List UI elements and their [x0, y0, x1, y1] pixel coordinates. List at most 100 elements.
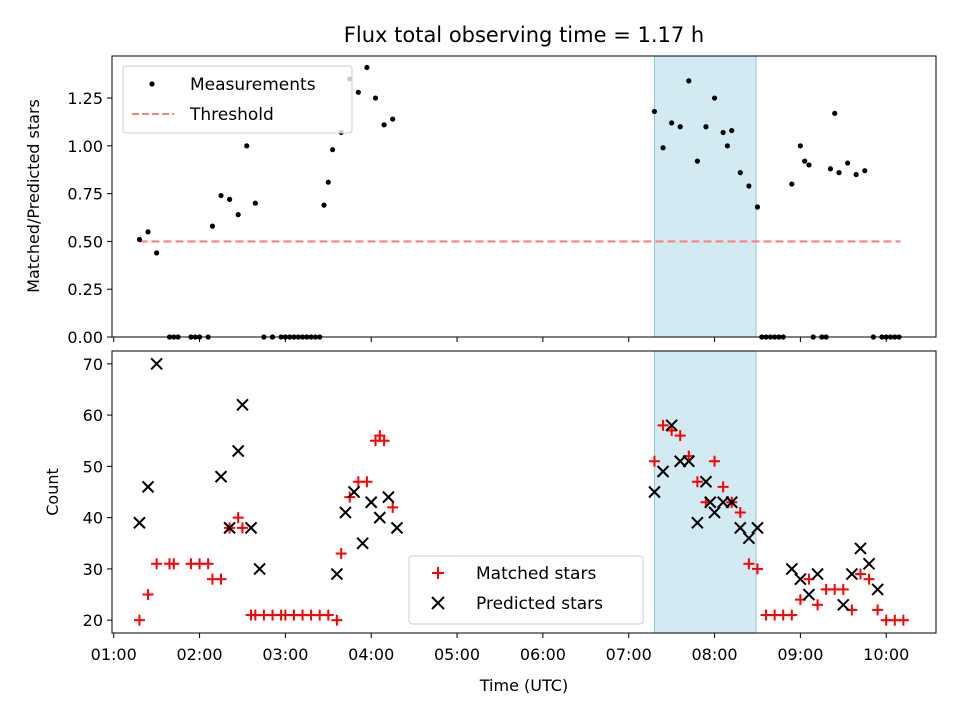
predicted-star-point	[862, 557, 876, 570]
predicted-star-point	[648, 485, 661, 499]
matched-star-point	[743, 558, 755, 570]
x-tick-label: 06:00	[520, 645, 566, 664]
matched-star-point	[854, 568, 866, 580]
predicted-star-point	[382, 490, 395, 504]
predicted-star-point	[656, 465, 670, 478]
count-x-ticks: 01:00 02:00 03:00 04:00 05:00 06:00 07:00 08:00…	[91, 633, 909, 664]
matched-legend-marker	[432, 567, 444, 579]
predicted-star-point	[785, 562, 799, 576]
matched-star-point	[863, 573, 875, 585]
predicted-marker-b	[704, 496, 717, 509]
predicted-star-point	[150, 357, 163, 371]
measurement-point	[244, 143, 250, 149]
predicted-marker-b	[837, 598, 850, 612]
measurement-point	[145, 229, 151, 235]
y-tick-label: 40	[83, 509, 103, 528]
matched-star-point	[378, 435, 390, 447]
matched-star-point	[751, 563, 763, 575]
matched-legend-label: Matched stars	[476, 564, 596, 584]
highlight-span	[653, 350, 757, 634]
matched-star-point	[717, 481, 729, 493]
predicted-marker-b	[725, 496, 738, 509]
y-tick-label: 70	[83, 355, 103, 374]
measurement-point	[686, 78, 692, 84]
predicted-marker-b	[871, 583, 884, 596]
measurement-point	[746, 183, 752, 189]
ratio-legend-frame	[122, 65, 353, 134]
predicted-star-point	[734, 521, 747, 535]
measurement-point	[720, 129, 726, 136]
matched-star-point	[322, 609, 334, 621]
predicted-marker-b	[253, 562, 266, 576]
measurements-legend-marker	[149, 81, 155, 87]
chart-title: Flux total observing time = 1.17 h	[344, 23, 704, 47]
measurement-point	[724, 143, 731, 149]
matched-star-point	[872, 604, 884, 616]
predicted-marker-b	[682, 455, 696, 468]
y-tick-label: 1.00	[67, 137, 103, 156]
predicted-marker-b	[742, 531, 756, 545]
predicted-star-point	[682, 455, 696, 468]
x-tick-label: 03:00	[262, 645, 308, 664]
count-y-ticks: 20 30 40 50 60 70	[83, 355, 112, 630]
matched-star-point	[133, 614, 145, 626]
y-tick-label: 50	[83, 457, 103, 476]
predicted-marker-b	[794, 572, 807, 586]
x-tick-label: 10:00	[863, 645, 909, 664]
matched-star-point	[142, 589, 154, 601]
predicted-marker-b	[785, 562, 799, 576]
matched-star-point	[215, 573, 227, 585]
predicted-star-point	[725, 496, 738, 509]
predicted-star-point	[837, 598, 850, 612]
predicted-legend-label: Predicted stars	[476, 594, 603, 614]
predicted-star-point	[356, 537, 369, 550]
measurement-point	[862, 168, 868, 174]
measurement-point	[754, 204, 761, 210]
measurement-point	[737, 170, 743, 176]
measurement-point	[329, 147, 336, 153]
predicted-marker-b	[845, 567, 859, 581]
measurement-point	[372, 95, 379, 101]
matched-star-point	[335, 548, 347, 560]
predicted-marker-b	[665, 419, 678, 432]
measurement-point	[252, 200, 258, 206]
measurement-point	[321, 202, 327, 208]
predicted-star-point	[802, 588, 816, 601]
measurement-point	[209, 223, 216, 229]
y-tick-label: 30	[83, 560, 103, 579]
matched-star-point	[236, 522, 248, 534]
predicted-marker-b	[365, 496, 378, 509]
predicted-star-point	[141, 480, 155, 494]
y-tick-label: 0.75	[67, 185, 103, 204]
measurement-point	[711, 95, 718, 101]
x-tick-label: 01:00	[91, 645, 137, 664]
predicted-star-point	[133, 516, 146, 529]
x-tick-label: 08:00	[691, 645, 737, 664]
predicted-marker-b	[373, 511, 387, 524]
matched-star-point	[734, 507, 746, 519]
predicted-marker-b	[390, 521, 404, 535]
ratio-x-ticks	[113, 337, 887, 342]
count-panel: Count Time (UTC) 20 30 40 50 60 70 01:00 02:00…	[43, 350, 937, 695]
ratio-plot-area	[136, 55, 902, 340]
measurement-point	[364, 64, 370, 71]
x-tick-label: 02:00	[176, 645, 222, 664]
predicted-marker-b	[244, 521, 258, 535]
measurement-point	[390, 116, 396, 122]
predicted-marker-b	[356, 537, 369, 550]
x-tick-label: 07:00	[606, 645, 652, 664]
count-y-axis-label: Count	[43, 468, 62, 516]
predicted-star-point	[373, 511, 387, 524]
matched-star-point	[648, 455, 660, 467]
matched-star-point	[837, 583, 849, 595]
x-axis-label: Time (UTC)	[479, 676, 568, 695]
predicted-star-point	[231, 444, 245, 458]
matched-star-point	[666, 424, 678, 436]
predicted-star-point	[742, 531, 756, 545]
matched-star-point	[202, 558, 214, 570]
measurement-point	[694, 158, 700, 164]
predicted-star-point	[223, 521, 236, 535]
matched-star-point	[168, 558, 180, 570]
measurement-point	[836, 170, 842, 176]
